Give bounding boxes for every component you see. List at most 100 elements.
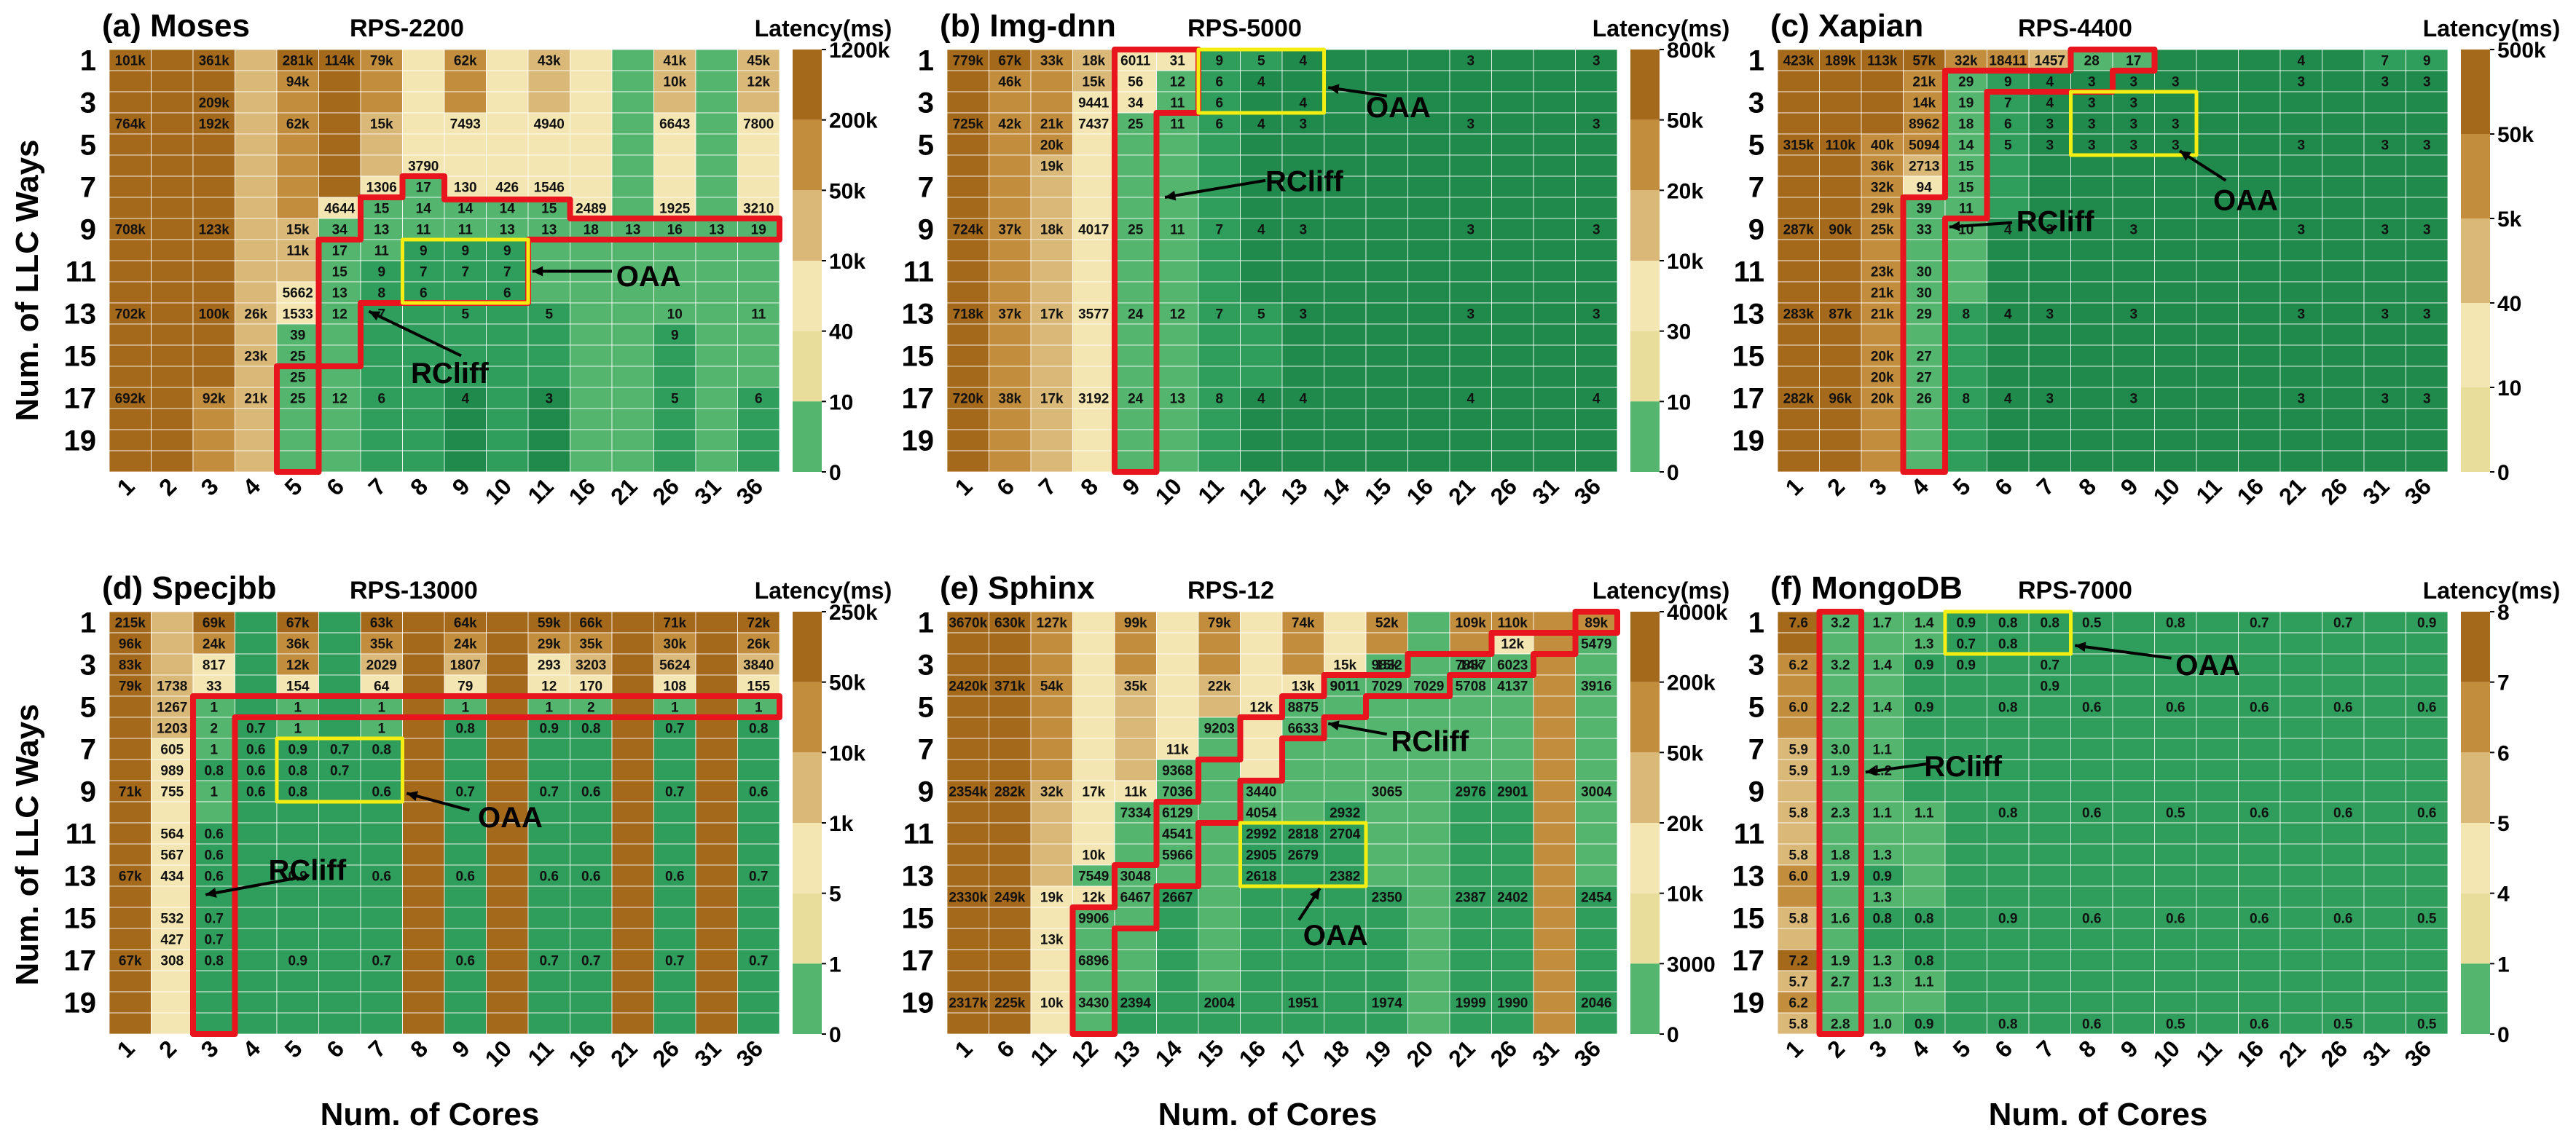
heat-cell — [1030, 717, 1073, 739]
heat-cell — [486, 260, 529, 283]
heat-cell — [1240, 260, 1283, 283]
colorbar-band — [2461, 823, 2490, 894]
x-tick-label: 36 — [731, 473, 769, 510]
annotation-arrowhead — [1865, 765, 1877, 776]
heat-cell — [2196, 408, 2239, 430]
heat-cell — [2406, 970, 2449, 993]
heat-cell — [1407, 759, 1450, 781]
heat-cell — [235, 1012, 278, 1035]
colorbar-tick-label: 50k — [2497, 123, 2534, 147]
heat-cell — [1777, 408, 1820, 430]
heat-cell — [1072, 970, 1115, 993]
cell-label: 0.8 — [2166, 616, 2185, 631]
heat-cell — [1198, 653, 1241, 676]
cell-label: 18k — [1082, 54, 1105, 69]
heat-cell — [1407, 260, 1450, 283]
heat-cell — [1324, 429, 1367, 451]
cell-label: 1951 — [1288, 996, 1319, 1011]
heat-cell — [611, 429, 654, 451]
heat-cell — [946, 429, 989, 451]
heat-cell — [486, 695, 529, 718]
heat-cell — [276, 366, 319, 388]
cell-label: 10k — [1040, 996, 1064, 1011]
heat-cell — [1449, 387, 1492, 409]
heat-cell — [1491, 112, 1534, 135]
heat-cell — [151, 653, 194, 676]
heat-cell — [2406, 260, 2449, 283]
heat-cell — [2363, 759, 2406, 781]
heat-cell — [360, 970, 403, 993]
heat-cell — [235, 344, 278, 367]
heat-cell — [527, 133, 570, 156]
heat-cell — [1449, 408, 1492, 430]
heat-cell — [360, 344, 403, 367]
heat-cell — [151, 112, 194, 135]
heat-cell — [360, 239, 403, 261]
heat-cell — [1449, 70, 1492, 92]
cell-label: 28 — [2084, 54, 2100, 69]
cell-label: 0.8 — [456, 722, 475, 737]
heat-cell — [2112, 70, 2155, 92]
cell-label: 29k — [1871, 202, 1894, 217]
heat-cell — [1324, 175, 1367, 198]
cell-label: 79k — [1208, 616, 1231, 631]
cell-label: 702k — [115, 307, 146, 323]
cell-label: 0.6 — [2250, 701, 2269, 716]
heat-cell — [151, 197, 194, 219]
cell-label: 2354k — [949, 785, 987, 800]
heat-cell — [2028, 239, 2071, 261]
x-tick-label: 26 — [1485, 473, 1523, 510]
heat-cell — [318, 949, 361, 971]
cell-label: 123k — [199, 223, 230, 238]
heat-cell — [486, 717, 529, 739]
heat-cell — [2112, 450, 2155, 473]
heat-cell — [2196, 970, 2239, 993]
heat-cell — [2363, 695, 2406, 718]
heat-cell — [2322, 112, 2365, 135]
heat-cell — [235, 408, 278, 430]
cell-label: 30 — [1917, 265, 1932, 280]
heat-cell — [737, 843, 780, 866]
cell-label: 427 — [160, 933, 184, 948]
heat-cell — [1944, 197, 1987, 219]
heat-cell — [946, 970, 989, 993]
heat-cell — [1533, 175, 1576, 198]
heat-cell — [2154, 801, 2197, 824]
heat-cell — [1198, 450, 1241, 473]
heat-cell — [402, 717, 445, 739]
cell-label: 14k — [1912, 96, 1936, 111]
heat-cell — [570, 387, 613, 409]
heat-cell — [1449, 653, 1492, 676]
heat-cell — [1449, 611, 1492, 634]
heat-cell — [486, 112, 529, 135]
cell-label: 2932 — [1330, 806, 1360, 821]
cell-label: 5.8 — [1789, 806, 1808, 821]
heat-cell — [402, 302, 445, 325]
cell-label: 2992 — [1246, 827, 1276, 843]
heat-cell — [2238, 175, 2281, 198]
heat-cell — [1903, 801, 1946, 824]
cell-label: 0.6 — [205, 848, 224, 864]
colorbar-tick-label: 0 — [829, 461, 841, 485]
heat-cell — [1903, 717, 1946, 739]
heat-cell — [2406, 864, 2449, 887]
heat-cell — [1987, 323, 2030, 346]
cell-label: 3 — [1466, 307, 1474, 323]
heat-cell — [486, 70, 529, 92]
heat-cell — [1407, 843, 1450, 866]
heat-cell — [1072, 323, 1115, 346]
y-tick-label: 19 — [64, 987, 97, 1019]
heat-cell — [1156, 695, 1199, 718]
heat-cell — [2070, 1012, 2113, 1035]
cell-label: 3 — [2381, 75, 2389, 90]
cell-label: 1.7 — [1873, 616, 1892, 631]
cell-label: 12k — [1501, 637, 1524, 652]
y-tick-label: 19 — [1732, 425, 1765, 457]
heat-cell — [192, 717, 235, 739]
heat-cell — [1903, 281, 1946, 304]
heat-cell — [1575, 864, 1618, 887]
heat-cell — [737, 717, 780, 739]
rcliff-label: RCliff — [1265, 165, 1343, 197]
heat-cell — [1861, 175, 1904, 198]
heat-cell — [1365, 70, 1408, 92]
